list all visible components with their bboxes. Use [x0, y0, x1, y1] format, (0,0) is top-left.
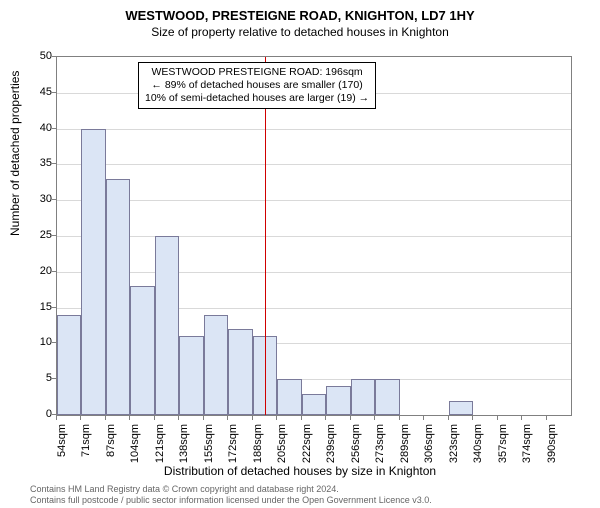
y-tick-mark	[52, 163, 56, 164]
histogram-bar	[326, 386, 350, 415]
histogram-bar	[228, 329, 252, 415]
x-tick-mark	[105, 416, 106, 420]
x-tick-mark	[448, 416, 449, 420]
y-tick-label: 25	[24, 229, 52, 241]
gridline	[57, 200, 571, 201]
x-tick-mark	[472, 416, 473, 420]
x-tick-mark	[80, 416, 81, 420]
histogram-bar	[155, 236, 179, 415]
info-line-2: ← 89% of detached houses are smaller (17…	[145, 79, 369, 92]
y-tick-mark	[52, 342, 56, 343]
histogram-bar	[449, 401, 473, 415]
x-tick-mark	[129, 416, 130, 420]
y-tick-mark	[52, 271, 56, 272]
y-tick-mark	[52, 414, 56, 415]
histogram-bar	[277, 379, 301, 415]
histogram-bar	[179, 336, 203, 415]
y-tick-label: 20	[24, 265, 52, 277]
y-tick-label: 45	[24, 86, 52, 98]
info-line-3: 10% of semi-detached houses are larger (…	[145, 92, 369, 105]
y-tick-label: 35	[24, 157, 52, 169]
y-tick-mark	[52, 378, 56, 379]
histogram-bar	[130, 286, 154, 415]
x-tick-mark	[374, 416, 375, 420]
x-tick-mark	[301, 416, 302, 420]
y-tick-label: 10	[24, 336, 52, 348]
y-axis-label: Number of detached properties	[8, 71, 22, 236]
gridline	[57, 236, 571, 237]
gridline	[57, 129, 571, 130]
gridline	[57, 164, 571, 165]
footer-line-1: Contains HM Land Registry data © Crown c…	[30, 484, 432, 494]
footer: Contains HM Land Registry data © Crown c…	[30, 484, 432, 505]
y-tick-label: 5	[24, 372, 52, 384]
reference-marker-line	[265, 57, 266, 415]
y-tick-mark	[52, 128, 56, 129]
y-tick-label: 50	[24, 50, 52, 62]
x-tick-mark	[497, 416, 498, 420]
x-tick-mark	[423, 416, 424, 420]
x-tick-mark	[227, 416, 228, 420]
x-tick-mark	[178, 416, 179, 420]
histogram-bar	[302, 394, 326, 415]
gridline	[57, 272, 571, 273]
chart-title-sub: Size of property relative to detached ho…	[0, 25, 600, 39]
y-tick-mark	[52, 235, 56, 236]
x-axis-label: Distribution of detached houses by size …	[0, 464, 600, 478]
y-tick-label: 40	[24, 122, 52, 134]
histogram-bar	[57, 315, 81, 415]
histogram-bar	[106, 179, 130, 415]
histogram-bar	[204, 315, 228, 415]
info-box: WESTWOOD PRESTEIGNE ROAD: 196sqm ← 89% o…	[138, 62, 376, 109]
y-tick-label: 30	[24, 193, 52, 205]
x-tick-mark	[203, 416, 204, 420]
y-tick-mark	[52, 56, 56, 57]
x-tick-mark	[399, 416, 400, 420]
histogram-bar	[375, 379, 399, 415]
x-tick-mark	[154, 416, 155, 420]
histogram-bar	[81, 129, 105, 415]
x-tick-mark	[521, 416, 522, 420]
x-tick-mark	[350, 416, 351, 420]
x-tick-mark	[546, 416, 547, 420]
x-tick-mark	[252, 416, 253, 420]
x-tick-mark	[56, 416, 57, 420]
histogram-bar	[351, 379, 375, 415]
plot-area	[56, 56, 572, 416]
y-tick-mark	[52, 307, 56, 308]
y-tick-mark	[52, 199, 56, 200]
chart-title-main: WESTWOOD, PRESTEIGNE ROAD, KNIGHTON, LD7…	[0, 8, 600, 23]
info-line-1: WESTWOOD PRESTEIGNE ROAD: 196sqm	[145, 66, 369, 79]
y-tick-label: 0	[24, 408, 52, 420]
x-tick-mark	[276, 416, 277, 420]
y-tick-label: 15	[24, 301, 52, 313]
y-tick-mark	[52, 92, 56, 93]
x-tick-mark	[325, 416, 326, 420]
